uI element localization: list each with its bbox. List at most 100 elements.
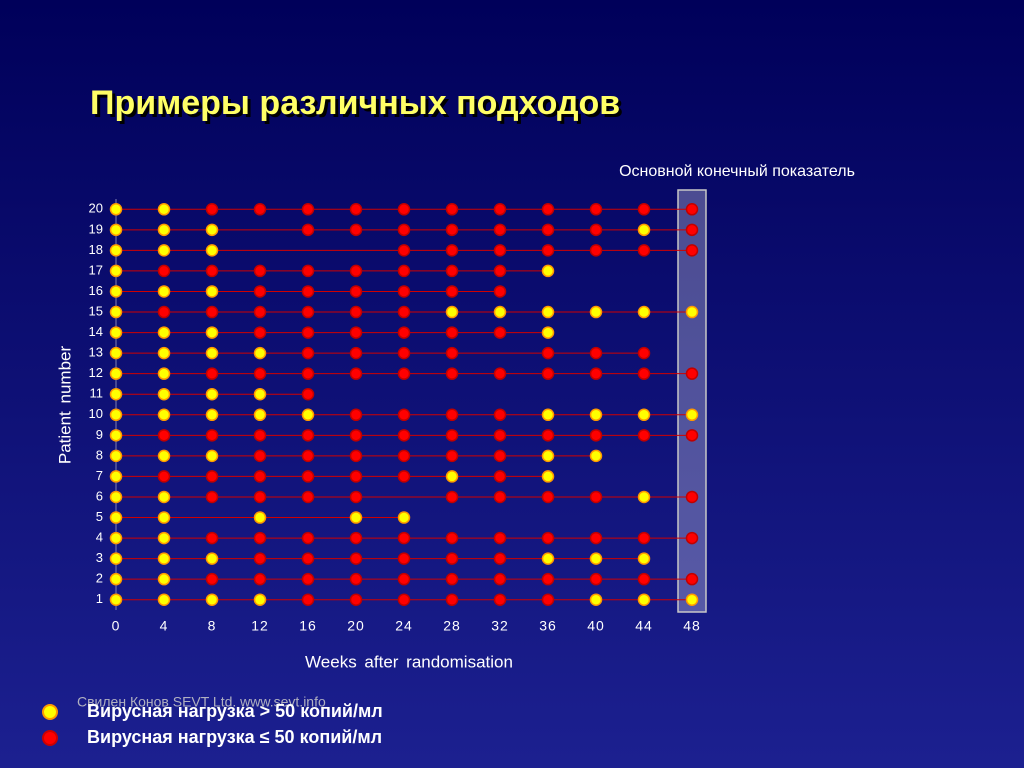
x-tick-label: 12 — [251, 618, 269, 634]
point — [205, 490, 219, 504]
point — [301, 593, 315, 606]
point — [109, 223, 123, 237]
annotation: Основной конечный показатель — [619, 163, 855, 180]
point — [349, 511, 363, 524]
point — [445, 367, 459, 380]
point — [157, 511, 171, 524]
point — [301, 326, 315, 339]
point — [637, 305, 651, 319]
legend-label: Вирусная нагрузка > 50 копий/мл — [87, 701, 383, 721]
point — [157, 264, 171, 278]
point — [685, 223, 699, 237]
point — [541, 346, 555, 360]
point — [253, 408, 267, 422]
y-tick-label: 8 — [96, 447, 103, 462]
x-tick-label: 8 — [208, 618, 217, 634]
point — [349, 285, 363, 298]
point — [301, 490, 315, 504]
title-shadow: Примеры различных подходов — [93, 87, 623, 125]
point — [589, 203, 603, 216]
point — [109, 387, 123, 401]
point — [493, 572, 507, 586]
point — [397, 470, 411, 483]
point — [349, 429, 363, 442]
y-tick-label: 16 — [89, 283, 103, 298]
point — [445, 490, 459, 504]
point — [445, 593, 459, 606]
point — [109, 531, 123, 545]
point — [157, 593, 171, 606]
point — [541, 203, 555, 216]
y-tick-label: 9 — [96, 427, 103, 442]
point — [493, 244, 507, 257]
point — [157, 408, 171, 422]
point — [397, 285, 411, 298]
point — [637, 203, 651, 216]
point — [205, 203, 219, 216]
point — [397, 572, 411, 586]
point — [157, 552, 171, 565]
point — [445, 470, 459, 483]
point — [205, 367, 219, 380]
y-tick-label: 5 — [96, 509, 103, 524]
point — [205, 408, 219, 422]
point — [397, 264, 411, 278]
point — [493, 203, 507, 216]
point — [205, 593, 219, 606]
y-tick-label: 12 — [89, 365, 103, 380]
x-tick-label: 0 — [112, 618, 121, 634]
legend-swatch — [42, 704, 58, 720]
point — [205, 285, 219, 298]
point — [349, 593, 363, 606]
point — [493, 429, 507, 442]
legend-label: Вирусная нагрузка ≤ 50 копий/мл — [87, 727, 382, 747]
y-axis-label: Patient number — [55, 346, 74, 465]
point — [349, 572, 363, 586]
point — [253, 531, 267, 545]
y-tick-label: 14 — [89, 324, 103, 339]
point — [157, 449, 171, 463]
point — [445, 552, 459, 565]
point — [397, 244, 411, 257]
point — [493, 552, 507, 565]
point — [589, 449, 603, 463]
point — [445, 305, 459, 319]
point — [397, 511, 411, 524]
point — [109, 367, 123, 380]
point — [349, 408, 363, 422]
point — [253, 490, 267, 504]
point — [445, 223, 459, 237]
point — [253, 285, 267, 298]
point — [109, 552, 123, 565]
point — [637, 552, 651, 565]
point — [541, 244, 555, 257]
x-tick-label: 32 — [491, 618, 509, 634]
point — [301, 387, 315, 401]
point — [301, 203, 315, 216]
x-tick-label: 28 — [443, 618, 461, 634]
y-tick-label: 13 — [89, 345, 103, 360]
point — [493, 264, 507, 278]
point — [637, 490, 651, 504]
point — [541, 470, 555, 483]
point — [349, 203, 363, 216]
point — [397, 408, 411, 422]
y-tick-label: 15 — [89, 303, 103, 318]
point — [493, 408, 507, 422]
x-tick-label: 48 — [683, 618, 701, 634]
point — [637, 223, 651, 237]
point — [205, 572, 219, 586]
point — [253, 470, 267, 483]
point — [445, 429, 459, 442]
point — [685, 490, 699, 504]
x-tick-label: 40 — [587, 618, 605, 634]
point — [493, 285, 507, 298]
point — [253, 387, 267, 401]
point — [349, 470, 363, 483]
point — [157, 470, 171, 483]
point — [349, 223, 363, 237]
point — [589, 593, 603, 606]
point — [637, 429, 651, 442]
point — [205, 387, 219, 401]
